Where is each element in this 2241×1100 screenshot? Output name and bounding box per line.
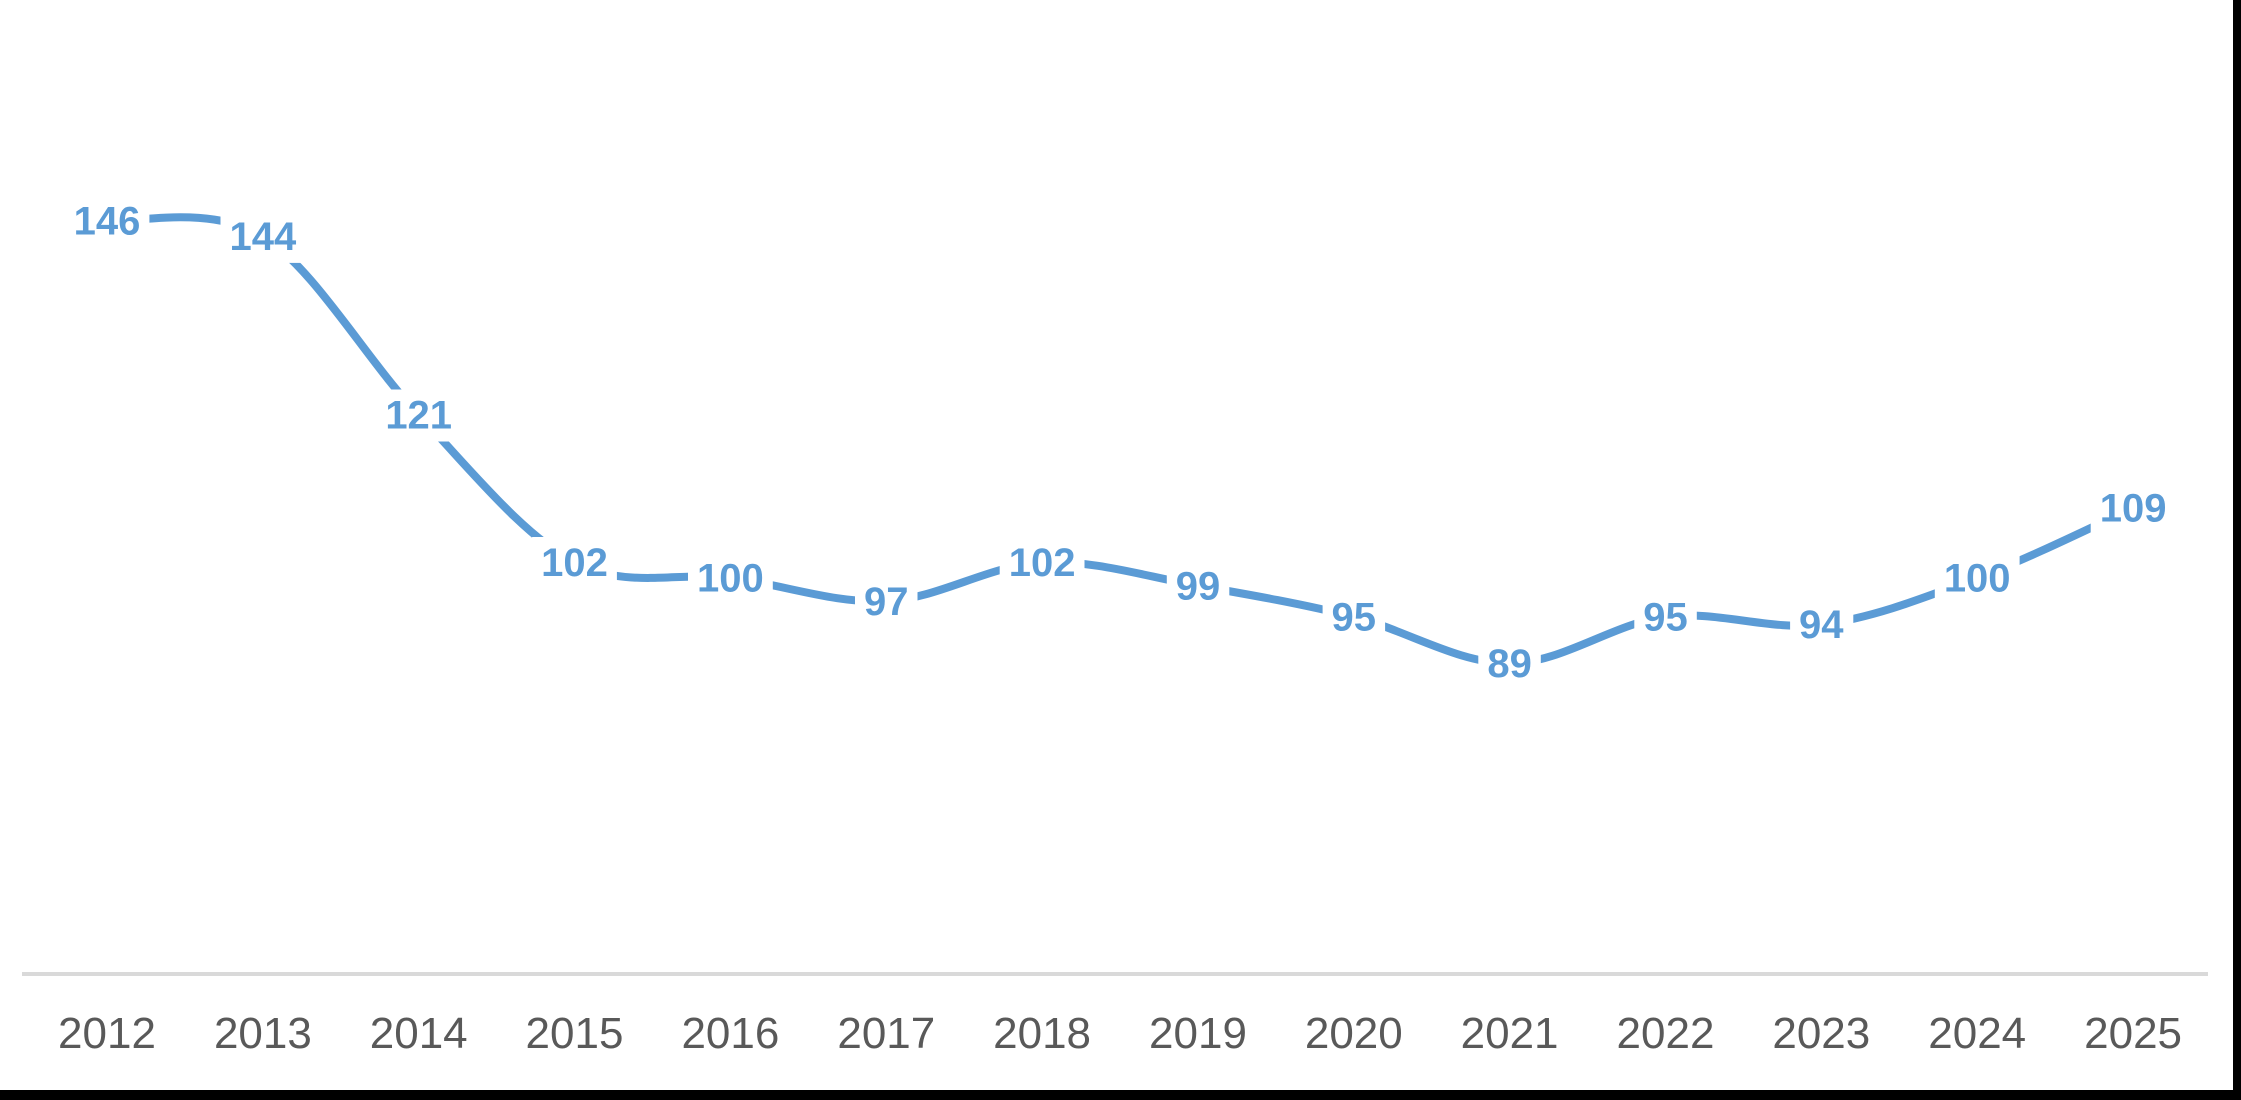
data-label-group: 89 xyxy=(1478,638,1541,690)
data-label: 102 xyxy=(1009,541,1076,585)
data-label-background xyxy=(1934,552,2020,605)
data-label: 99 xyxy=(1176,564,1221,608)
data-label-background xyxy=(376,389,462,442)
data-label-background xyxy=(1790,599,1854,652)
data-label: 146 xyxy=(74,199,141,243)
data-label: 109 xyxy=(2100,487,2167,531)
data-label-background xyxy=(1478,638,1541,690)
x-tick-label: 2017 xyxy=(837,1009,935,1058)
x-tick-label: 2019 xyxy=(1149,1009,1247,1058)
x-tick-label: 2021 xyxy=(1461,1009,1559,1058)
x-tick-label: 2016 xyxy=(681,1009,779,1058)
data-label-group: 100 xyxy=(688,552,773,605)
x-tick-label: 2023 xyxy=(1772,1009,1870,1058)
data-label-background xyxy=(1166,560,1230,613)
data-label-background xyxy=(1322,591,1386,644)
data-label: 95 xyxy=(1332,595,1377,639)
x-tick-label: 2018 xyxy=(993,1009,1091,1058)
data-label: 144 xyxy=(230,215,297,259)
data-label-group: 102 xyxy=(532,537,617,589)
x-tick-label: 2020 xyxy=(1305,1009,1403,1058)
data-label: 89 xyxy=(1487,642,1532,686)
data-label: 121 xyxy=(385,394,452,438)
data-label-group: 102 xyxy=(999,537,1085,589)
data-label-group: 144 xyxy=(220,210,306,263)
x-tick-label: 2012 xyxy=(58,1009,156,1058)
x-tick-label: 2024 xyxy=(1928,1009,2026,1058)
data-label-group: 97 xyxy=(855,575,918,628)
data-label-background xyxy=(999,537,1085,589)
x-tick-label: 2014 xyxy=(370,1009,468,1058)
black-border-right xyxy=(2233,0,2241,1100)
data-label-background xyxy=(1634,591,1697,644)
data-label-background xyxy=(64,195,150,248)
data-label: 95 xyxy=(1643,595,1688,639)
x-tick-label: 2022 xyxy=(1617,1009,1715,1058)
data-label-group: 121 xyxy=(376,389,462,442)
black-border-bottom xyxy=(0,1090,2241,1100)
data-label-background xyxy=(688,552,773,605)
data-label: 102 xyxy=(541,541,608,585)
x-tick-label: 2013 xyxy=(214,1009,312,1058)
data-label-group: 94 xyxy=(1790,599,1854,652)
data-label: 100 xyxy=(1944,557,2011,601)
data-label-group: 100 xyxy=(1934,552,2020,605)
x-tick-label: 2015 xyxy=(526,1009,624,1058)
data-label-background xyxy=(855,575,918,628)
data-label-group: 109 xyxy=(2090,482,2176,535)
data-label-background xyxy=(220,210,306,263)
x-tick-label: 2025 xyxy=(2084,1009,2182,1058)
data-label: 97 xyxy=(864,580,909,624)
data-label: 94 xyxy=(1799,603,1844,647)
data-label-group: 99 xyxy=(1166,560,1230,613)
data-label-background xyxy=(532,537,617,589)
data-label: 100 xyxy=(697,557,764,601)
data-label-group: 95 xyxy=(1634,591,1697,644)
data-label-group: 146 xyxy=(64,195,150,248)
data-label-group: 95 xyxy=(1322,591,1386,644)
data-label-background xyxy=(2090,482,2176,535)
